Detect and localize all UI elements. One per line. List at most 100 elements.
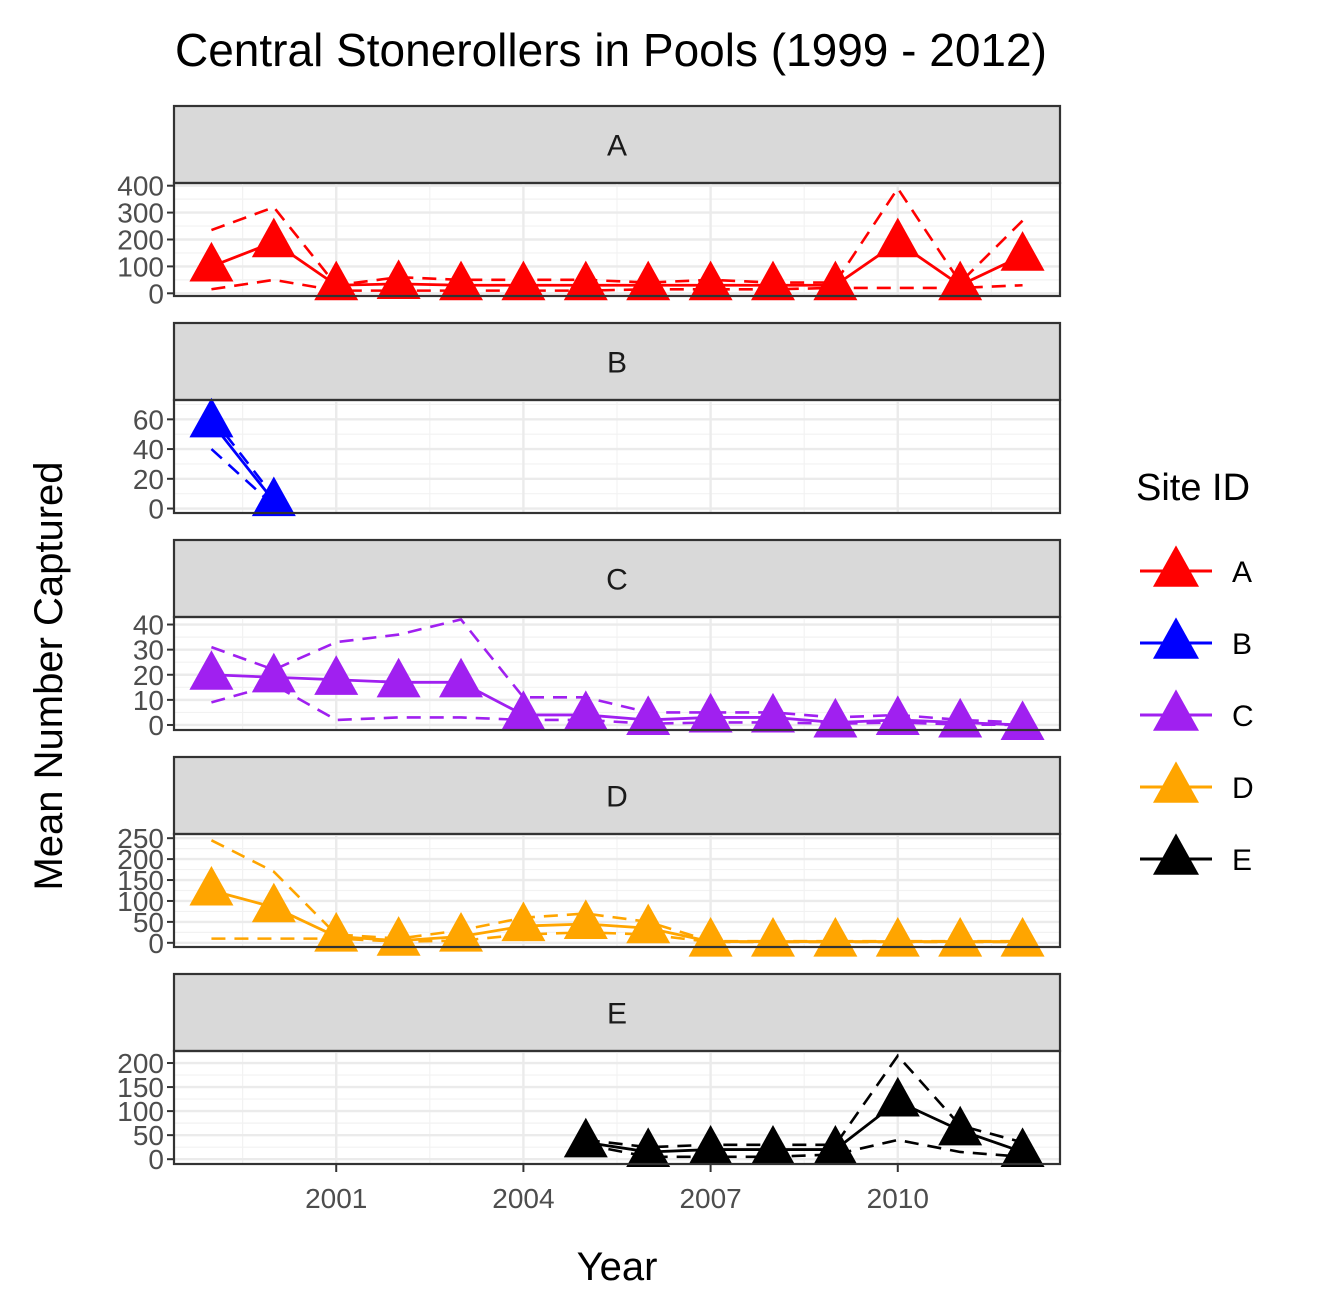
- data-point: [563, 690, 608, 730]
- data-point: [1000, 231, 1045, 271]
- panel-border: [172, 398, 1062, 515]
- strip-label: B: [607, 347, 627, 380]
- data-point: [251, 217, 296, 258]
- panel-border: [172, 832, 1062, 949]
- data-point: [376, 916, 421, 956]
- data-point: [688, 260, 733, 301]
- legend-label: D: [1232, 772, 1254, 805]
- y-tick-label: 0: [148, 1144, 164, 1175]
- data-point: [439, 911, 484, 952]
- data-point: [314, 260, 359, 301]
- strip-box: [172, 321, 1062, 402]
- y-tick-label: 40: [133, 610, 164, 641]
- legend-entry-C: C: [1140, 689, 1254, 733]
- mean-points: [563, 1076, 1045, 1168]
- y-tick-label: 60: [133, 404, 164, 435]
- y-tick-label: 0: [148, 928, 164, 959]
- lower-bound-line: [211, 278, 1023, 292]
- chart-title: Central Stonerollers in Pools (1999 - 20…: [175, 24, 1047, 76]
- data-point: [875, 217, 920, 258]
- legend-label: C: [1232, 700, 1254, 733]
- data-point: [938, 1105, 983, 1146]
- data-point: [314, 911, 359, 952]
- x-axis: 2001 2004 2007 2010: [305, 1164, 929, 1214]
- mean-points: [189, 217, 1045, 301]
- data-point: [439, 657, 484, 698]
- legend: Site ID A B C D E: [1136, 467, 1254, 877]
- y-tick-label: 20: [133, 660, 164, 691]
- data-point: [938, 260, 983, 301]
- data-point: [1000, 700, 1045, 741]
- y-tick-label: 0: [148, 710, 164, 741]
- y-tick-label: 150: [117, 865, 164, 896]
- x-axis-title: Year: [577, 1245, 658, 1289]
- y-tick-label: 100: [117, 1096, 164, 1127]
- mean-points: [189, 650, 1045, 741]
- legend-label: A: [1232, 556, 1252, 589]
- y-tick-label: 200: [117, 225, 164, 256]
- data-point: [376, 657, 421, 698]
- gridlines: [174, 834, 1060, 947]
- data-point: [626, 1127, 671, 1168]
- data-point: [626, 260, 671, 301]
- data-point: [688, 692, 733, 733]
- x-tick-label: 2007: [679, 1183, 741, 1214]
- data-point: [251, 882, 296, 923]
- y-tick-label: 200: [117, 844, 164, 875]
- data-point: [189, 241, 234, 282]
- y-tick-label: 100: [117, 251, 164, 282]
- y-tick-label: 0: [148, 494, 164, 525]
- y-tick-label: 50: [133, 907, 164, 938]
- data-point: [314, 655, 359, 695]
- data-point: [251, 652, 296, 693]
- data-point: [813, 1125, 858, 1165]
- strip-box: [172, 104, 1062, 185]
- data-point: [1000, 1127, 1045, 1168]
- x-tick-label: 2001: [305, 1183, 367, 1214]
- legend-label: E: [1232, 844, 1252, 877]
- legend-key-symbol: [1153, 833, 1199, 875]
- lower-bound-line: [211, 683, 1023, 727]
- upper-bound-line: [210, 618, 1023, 724]
- y-tick-label: 100: [117, 886, 164, 917]
- data-point: [750, 692, 795, 733]
- y-tick-label: 250: [117, 823, 164, 854]
- data-point: [501, 690, 546, 730]
- legend-entry-E: E: [1140, 833, 1252, 877]
- data-point: [750, 260, 795, 301]
- data-point: [626, 695, 671, 736]
- legend-title: Site ID: [1136, 467, 1250, 509]
- strip-label: A: [607, 130, 627, 163]
- y-tick-label: 50: [133, 1120, 164, 1151]
- legend-entry-A: A: [1140, 545, 1252, 589]
- legend-key-symbol: [1153, 761, 1199, 803]
- data-point: [563, 899, 608, 940]
- data-point: [189, 865, 234, 906]
- strip-box: [172, 755, 1062, 836]
- data-point: [376, 259, 421, 299]
- data-point: [938, 697, 983, 738]
- y-tick-label: 150: [117, 1072, 164, 1103]
- y-tick-label: 30: [133, 635, 164, 666]
- data-point: [750, 1125, 795, 1165]
- data-point: [189, 650, 234, 690]
- y-tick-label: 200: [117, 1048, 164, 1079]
- gridlines: [174, 183, 1060, 296]
- y-tick-label: 10: [133, 685, 164, 716]
- data-point: [813, 697, 858, 738]
- strip-label: E: [607, 998, 627, 1031]
- legend-label: B: [1232, 628, 1252, 661]
- data-point: [626, 903, 671, 944]
- strip-label: C: [606, 564, 628, 597]
- data-point: [563, 260, 608, 301]
- legend-key-symbol: [1153, 689, 1199, 731]
- legend-key-symbol: [1153, 617, 1199, 659]
- strip-box: [172, 972, 1062, 1053]
- data-point: [688, 1125, 733, 1165]
- strip-box: [172, 538, 1062, 619]
